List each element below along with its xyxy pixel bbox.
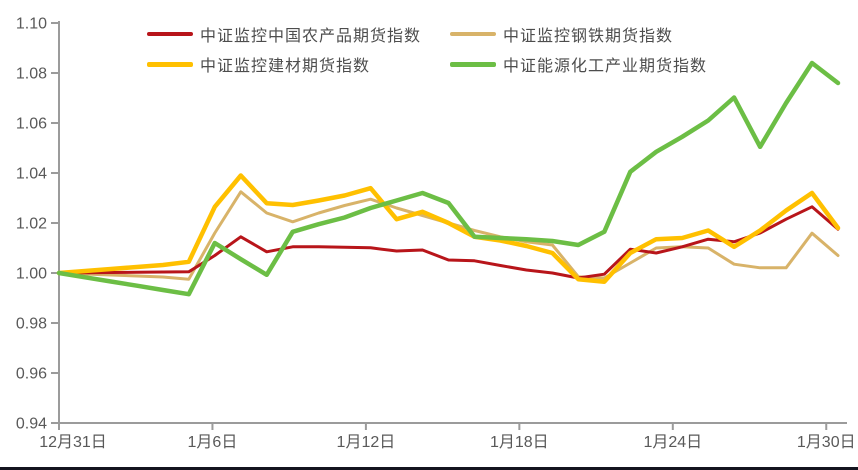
y-axis-tick-label: 0.98 — [16, 316, 47, 333]
legend-swatch-steel-line — [450, 32, 496, 36]
legend-swatch-agriculture-line — [147, 32, 193, 36]
x-axis-tick-label: 1月12日 — [337, 434, 396, 451]
series-line-building-materials — [56, 173, 841, 284]
y-axis-tick-label: 1.06 — [16, 116, 47, 133]
legend-label-steel: 中证监控钢铁期货指数 — [503, 28, 674, 45]
x-axis-tick-label: 1月6日 — [188, 434, 238, 451]
window-bottom-border — [0, 467, 858, 470]
legend-item-energy-chemical: 中证能源化工产业期货指数 — [450, 52, 707, 76]
chart-legend: 中证监控中国农产品期货指数 中证监控钢铁期货指数 中证监控建材期货指数 中证能源… — [0, 0, 858, 80]
series-line-agriculture — [57, 205, 840, 280]
legend-label-building-materials: 中证监控建材期货指数 — [200, 58, 371, 75]
legend-swatch-energy-chemical-line — [450, 61, 496, 67]
y-axis-tick-label: 0.96 — [16, 366, 47, 383]
y-axis-tick-label: 1.02 — [16, 216, 47, 233]
y-axis-tick-label: 0.94 — [16, 416, 47, 433]
y-axis-tick-label: 1.10 — [16, 16, 47, 33]
x-axis-tick-label: 12月31日 — [39, 434, 107, 451]
legend-label-energy-chemical: 中证能源化工产业期货指数 — [503, 58, 708, 75]
y-axis-tick-label: 1.08 — [16, 66, 47, 83]
series-line-energy-chemical — [56, 60, 841, 297]
legend-item-steel: 中证监控钢铁期货指数 — [450, 22, 673, 46]
x-axis-tick-label: 1月18日 — [490, 434, 549, 451]
legend-item-building-materials: 中证监控建材期货指数 — [147, 52, 370, 76]
legend-item-agriculture: 中证监控中国农产品期货指数 — [147, 22, 421, 46]
y-axis-tick-label: 1.00 — [16, 266, 47, 283]
x-axis-tick-label: 1月30日 — [797, 434, 856, 451]
y-axis-tick-label: 1.04 — [16, 166, 47, 183]
legend-swatch-building-materials-line — [147, 61, 193, 67]
legend-label-agriculture: 中证监控中国农产品期货指数 — [200, 28, 422, 45]
x-axis-tick-label: 1月24日 — [643, 434, 702, 451]
